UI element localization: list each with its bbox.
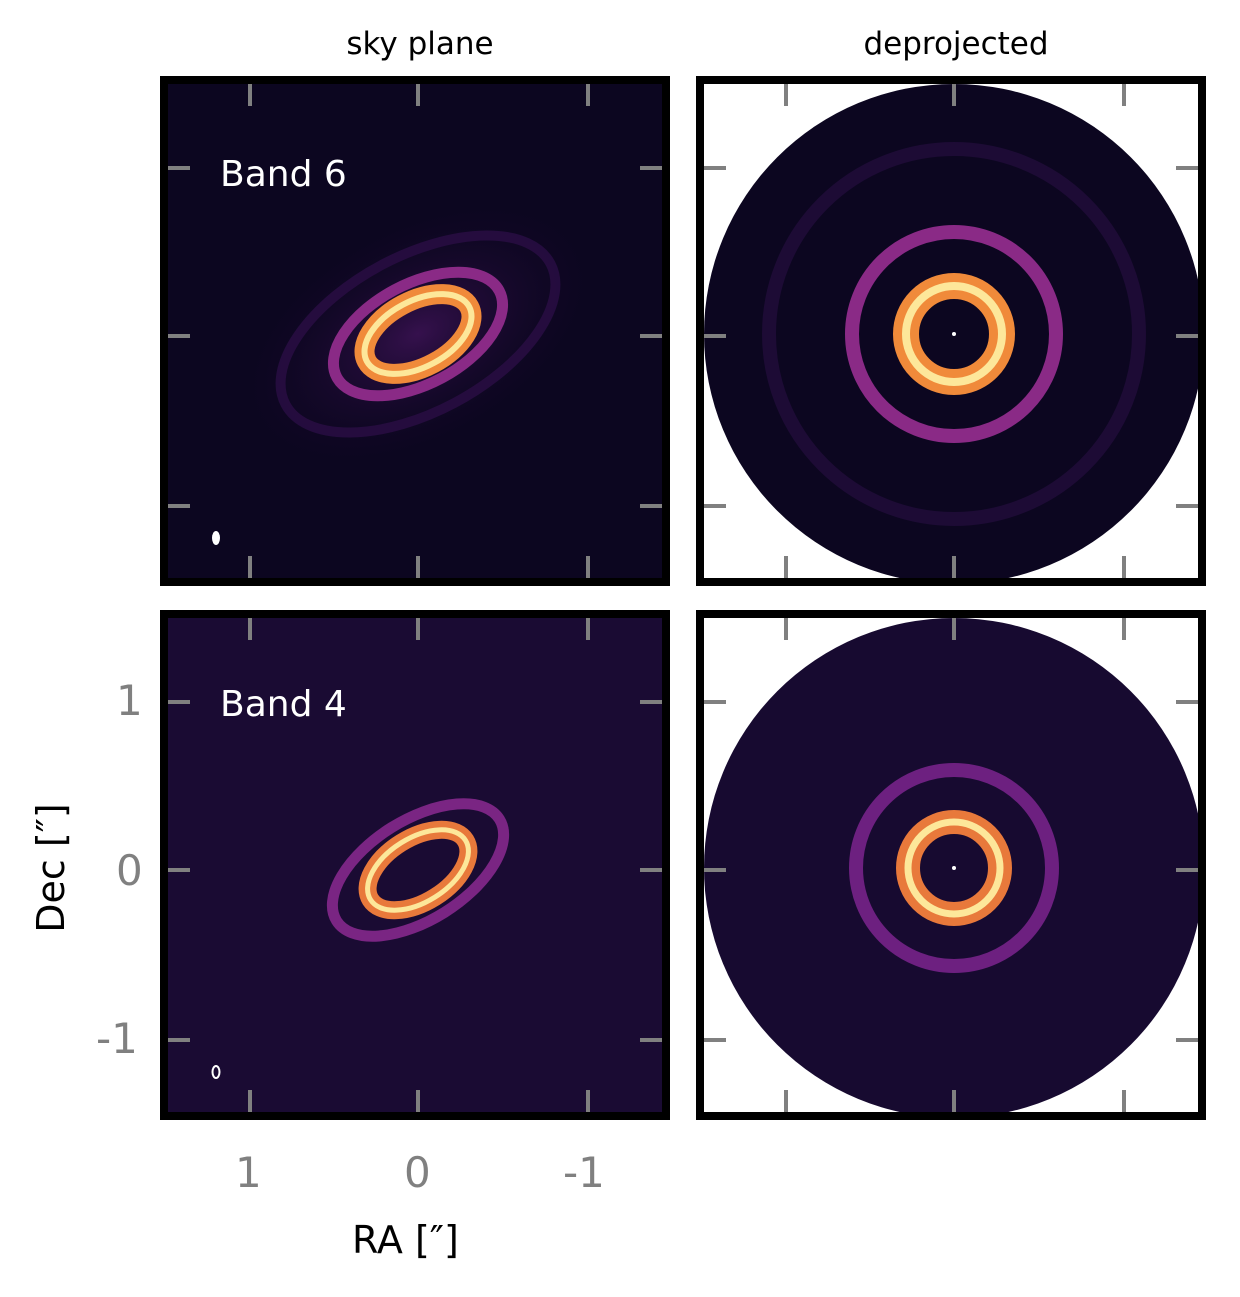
deprojected-title: deprojected [863,26,1049,62]
panel-band6-deprojected [696,76,1206,586]
y-tick-label: 1 [116,676,143,725]
panel-band4-deprojected [696,610,1206,1120]
band-6-label: Band 6 [220,154,347,195]
band6-sky-image [168,84,662,578]
band4-deprojected-image [704,618,1198,1112]
sky-plane-title: sky plane [346,26,494,62]
band-4-label: Band 4 [220,684,347,725]
y-axis-label: Dec [″] [29,803,73,933]
y-tick-label: -1 [96,1014,138,1063]
beam-ellipse-icon [211,1065,221,1079]
x-tick-label: 0 [404,1148,431,1197]
band6-deprojected-image [704,84,1198,578]
panel-band4-sky-plane: Band 4 [160,610,670,1120]
x-tick-label: 1 [235,1148,262,1197]
beam-ellipse-icon [212,531,220,545]
panel-band6-sky-plane: Band 6 [160,76,670,586]
band4-sky-image [168,618,662,1112]
x-axis-label: RA [″] [352,1218,459,1262]
y-tick-label: 0 [116,846,143,895]
x-tick-label: -1 [563,1148,605,1197]
